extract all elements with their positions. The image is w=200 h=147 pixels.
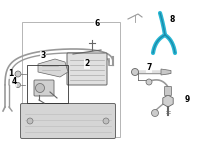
Circle shape — [36, 83, 44, 92]
FancyBboxPatch shape — [34, 80, 54, 96]
Circle shape — [146, 79, 152, 85]
Bar — [22, 22, 120, 137]
Text: 4: 4 — [11, 77, 17, 86]
Polygon shape — [38, 59, 68, 77]
Text: 8: 8 — [169, 15, 175, 25]
Text: 6: 6 — [94, 19, 100, 27]
FancyBboxPatch shape — [21, 103, 116, 138]
Polygon shape — [161, 69, 171, 75]
Text: 2: 2 — [84, 60, 90, 69]
Polygon shape — [163, 95, 173, 107]
Circle shape — [152, 110, 158, 117]
Text: 3: 3 — [40, 51, 46, 61]
Text: 1: 1 — [8, 70, 14, 78]
Circle shape — [132, 69, 138, 76]
Bar — [27, 65, 68, 103]
Circle shape — [27, 118, 33, 124]
Text: 7: 7 — [146, 64, 152, 72]
Circle shape — [16, 82, 21, 87]
Circle shape — [15, 71, 21, 77]
FancyBboxPatch shape — [164, 86, 172, 96]
FancyBboxPatch shape — [67, 53, 107, 85]
Circle shape — [103, 118, 109, 124]
Text: 9: 9 — [184, 95, 190, 103]
